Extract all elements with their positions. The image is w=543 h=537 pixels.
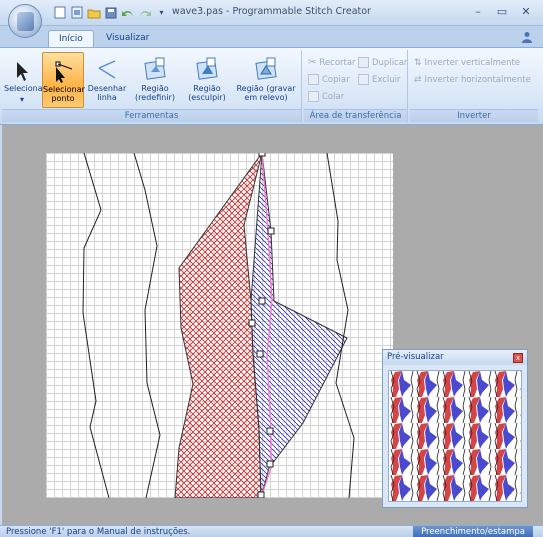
copy-icon <box>308 74 319 85</box>
open-folder-icon[interactable] <box>86 5 101 20</box>
group-label-tools: Ferramentas <box>2 109 301 122</box>
group-invert: ⇅ Inverter verticalmente ⇄ Inverter hori… <box>410 50 538 122</box>
select-dropdown-arrow[interactable]: ▾ <box>19 95 24 104</box>
cut-button[interactable]: ✂ Recortar <box>308 57 356 68</box>
select-point-icon <box>55 61 73 83</box>
quick-access-toolbar: ▾ <box>52 5 169 20</box>
ribbon-tabs: Início Visualizar <box>0 26 543 48</box>
close-button[interactable]: ✕ <box>521 5 531 18</box>
preview-close-button[interactable]: x <box>513 353 523 363</box>
user-icon[interactable] <box>521 31 533 43</box>
control-points[interactable] <box>248 153 275 498</box>
redo-icon[interactable] <box>137 5 152 20</box>
tab-inicio[interactable]: Início <box>48 30 94 48</box>
invert-vertical-button[interactable]: ⇅ Inverter verticalmente <box>414 57 521 68</box>
undo-icon[interactable] <box>120 5 135 20</box>
restore-button[interactable]: ▭ <box>496 5 508 18</box>
flip-horizontal-icon: ⇄ <box>414 74 422 85</box>
select-point-button[interactable]: Selecionar ponto <box>42 52 85 108</box>
delete-icon <box>358 74 369 85</box>
new-file-icon[interactable] <box>52 5 67 20</box>
group-clipboard: ✂ Recortar Copiar Colar Duplicar Excluir… <box>304 50 408 122</box>
save-icon[interactable] <box>103 5 118 20</box>
duplicate-button[interactable]: Duplicar <box>358 56 407 69</box>
draw-line-button[interactable]: Desenhar linha <box>86 52 128 108</box>
stitch-line-2 <box>133 153 161 498</box>
status-bar: Pressione 'F1' para o Manual de instruçõ… <box>0 525 543 537</box>
control-point[interactable] <box>258 153 266 157</box>
design-workspace[interactable]: Pré-visualizar x <box>2 125 543 525</box>
preview-stitch-pattern <box>389 371 521 501</box>
control-point[interactable] <box>256 350 264 358</box>
status-hint: Pressione 'F1' para o Manual de instruçõ… <box>6 527 191 537</box>
window-title: wave3.pas - Programmable Stitch Creator <box>172 6 371 17</box>
control-point[interactable] <box>266 460 274 468</box>
draw-line-icon <box>98 60 116 79</box>
region-sculpt-icon <box>196 57 218 80</box>
delete-button[interactable]: Excluir <box>358 73 401 86</box>
minimize-button[interactable]: – <box>475 5 481 18</box>
stitch-drawing[interactable] <box>46 153 393 498</box>
arrow-cursor-icon <box>17 62 28 81</box>
duplicate-icon <box>358 57 369 68</box>
region-redefine-icon <box>144 57 166 80</box>
stitch-canvas[interactable] <box>46 153 393 498</box>
group-tools: Selecionar ▾ Selecionar ponto Desenhar l… <box>2 50 302 122</box>
region-emboss-icon <box>255 57 277 80</box>
new-window-icon[interactable] <box>69 5 84 20</box>
invert-horizontal-button[interactable]: ⇄ Inverter horizontalmente <box>414 74 531 85</box>
scissors-icon: ✂ <box>308 57 317 68</box>
customize-toolbar-icon[interactable]: ▾ <box>159 8 164 17</box>
select-button[interactable]: Selecionar ▾ <box>4 52 46 108</box>
preview-pattern <box>388 370 522 502</box>
status-mode-badge[interactable]: Preenchimento/estampa <box>413 526 533 537</box>
app-logo-icon <box>17 12 34 31</box>
region-redefine-button[interactable]: Região (redefinir) <box>130 52 180 108</box>
control-point[interactable] <box>257 491 265 498</box>
paste-icon <box>308 91 319 102</box>
ribbon: Selecionar ▾ Selecionar ponto Desenhar l… <box>0 47 543 125</box>
stitch-line-1 <box>82 153 110 498</box>
control-point[interactable] <box>266 427 274 435</box>
preview-panel[interactable]: Pré-visualizar x <box>382 349 528 508</box>
region-emboss-button[interactable]: Região (gravar em relevo) <box>234 52 298 108</box>
control-point[interactable] <box>258 297 266 305</box>
app-menu-button[interactable] <box>8 4 42 38</box>
flip-vertical-icon: ⇅ <box>414 57 422 68</box>
group-label-invert: Inverter <box>410 109 538 122</box>
preview-title: Pré-visualizar <box>383 350 527 365</box>
group-label-clipboard: Área de transferência <box>304 109 407 122</box>
region-sculpt-button[interactable]: Região (esculpir) <box>182 52 232 108</box>
control-point[interactable] <box>267 227 275 235</box>
red-fill-region[interactable] <box>174 153 263 498</box>
tab-visualizar[interactable]: Visualizar <box>106 33 150 43</box>
copy-button[interactable]: Copiar <box>308 73 350 86</box>
blue-fill-region[interactable] <box>250 153 348 498</box>
stitch-line-3 <box>326 153 355 498</box>
control-point[interactable] <box>248 319 256 327</box>
paste-button[interactable]: Colar <box>308 90 344 103</box>
title-bar: ▾ wave3.pas - Programmable Stitch Creato… <box>0 0 543 38</box>
